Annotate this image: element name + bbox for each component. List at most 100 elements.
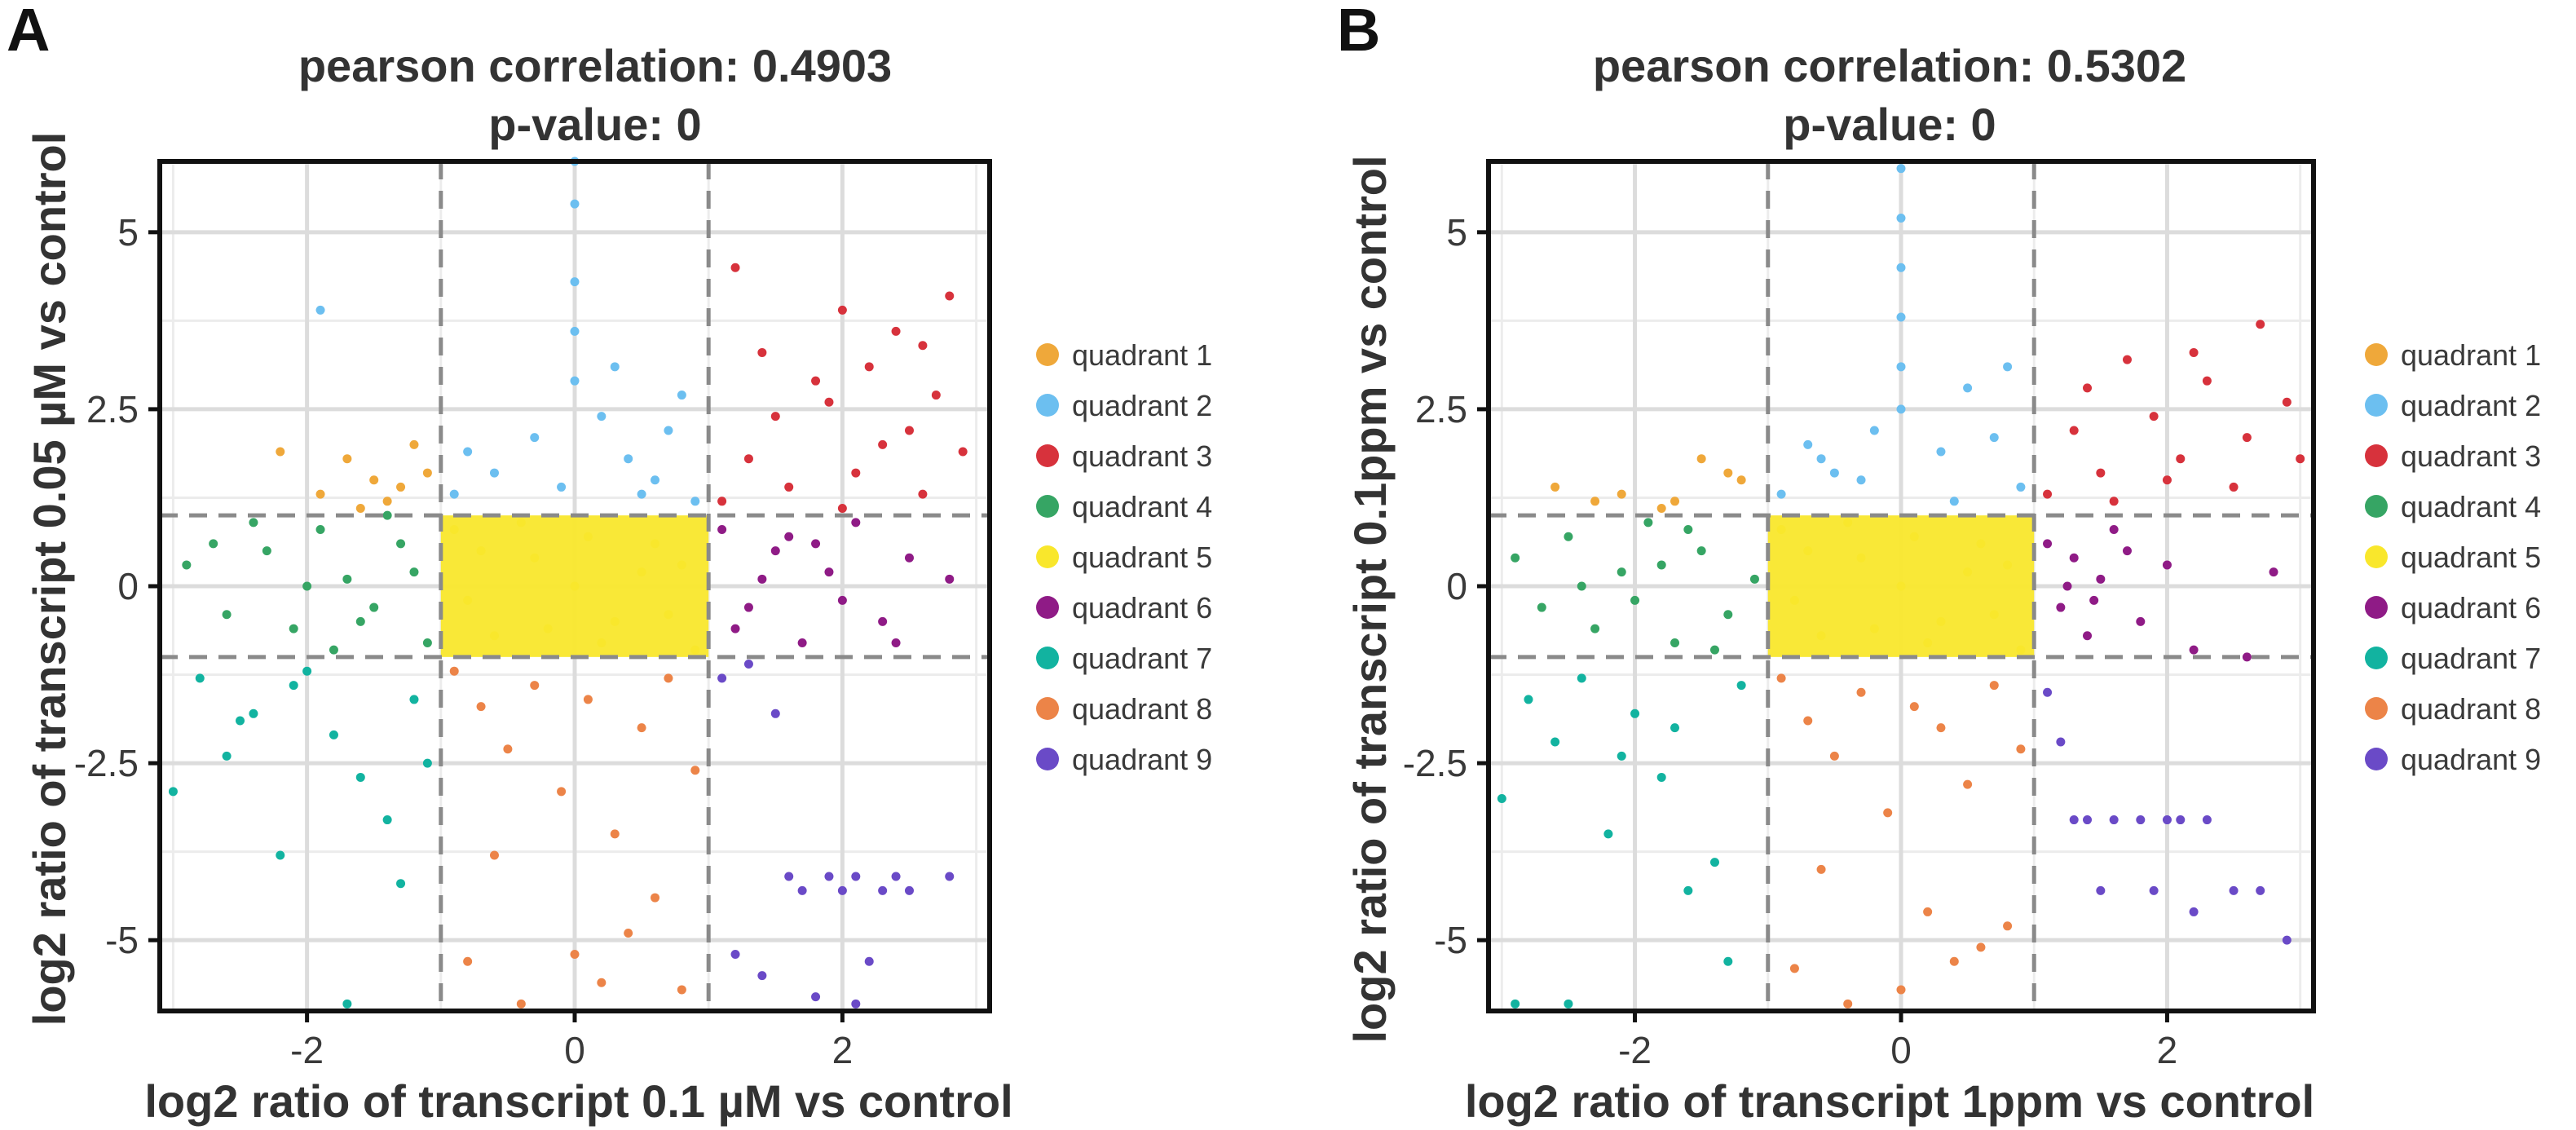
data-point	[2069, 815, 2079, 825]
data-point	[1511, 553, 1520, 563]
data-point	[222, 751, 232, 761]
legend-swatch	[2365, 596, 2388, 619]
data-point	[1617, 567, 1626, 577]
data-point	[1723, 468, 1733, 478]
data-point	[1856, 553, 1866, 563]
data-point	[570, 581, 580, 591]
data-point	[1989, 433, 1999, 443]
data-point	[690, 497, 700, 506]
data-point	[570, 277, 580, 287]
data-point	[2136, 815, 2146, 825]
data-point	[1976, 942, 1986, 952]
data-point	[1776, 525, 1786, 535]
data-point	[2229, 482, 2239, 492]
data-point	[2043, 539, 2053, 549]
data-point	[757, 347, 767, 357]
data-point	[597, 412, 607, 422]
legend-item: quadrant 5	[2365, 541, 2541, 574]
data-point	[837, 305, 847, 315]
legend-swatch	[2365, 444, 2388, 467]
legend-item: quadrant 4	[1036, 490, 1212, 523]
data-point	[1869, 426, 1879, 435]
data-point	[757, 574, 767, 584]
data-point	[2016, 482, 2026, 492]
data-point	[690, 766, 700, 775]
y-tick-label: -5	[1434, 919, 1467, 961]
data-point	[1497, 794, 1506, 803]
data-point	[664, 673, 673, 683]
data-point	[2043, 687, 2053, 697]
chart-title-b: pearson correlation: 0.5302	[1593, 40, 2186, 91]
x-tick-label: 2	[2157, 1029, 2178, 1071]
data-point	[1670, 638, 1680, 647]
data-point	[516, 999, 526, 1009]
data-point	[824, 872, 834, 881]
data-point	[2069, 553, 2079, 563]
data-point	[289, 624, 298, 633]
legend-item: quadrant 7	[1036, 642, 1212, 675]
legend-item: quadrant 8	[1036, 692, 1212, 726]
data-point	[945, 291, 955, 301]
data-point	[1537, 603, 1546, 612]
data-point	[2256, 320, 2265, 329]
data-point	[1963, 383, 1973, 393]
data-point	[409, 695, 419, 704]
legend-item: quadrant 9	[1036, 743, 1212, 776]
data-point	[570, 199, 580, 209]
data-point	[1696, 546, 1706, 556]
data-point	[1856, 475, 1866, 485]
data-point	[236, 716, 245, 726]
legend-item: quadrant 3	[1036, 439, 1212, 473]
data-point	[1816, 631, 1826, 641]
data-point	[2016, 744, 2026, 754]
data-point	[315, 525, 325, 535]
data-point	[1949, 956, 1959, 966]
data-point	[2109, 815, 2119, 825]
data-point	[878, 616, 888, 626]
legend-label: quadrant 5	[2401, 541, 2541, 574]
legend-label: quadrant 4	[1072, 490, 1212, 523]
legend-label: quadrant 5	[1072, 541, 1212, 574]
data-point	[476, 702, 486, 712]
legend-swatch	[1036, 394, 1059, 417]
data-point	[664, 610, 673, 620]
legend-item: quadrant 7	[2365, 642, 2541, 675]
data-point	[1816, 454, 1826, 464]
series-quadrant-1	[1550, 454, 1746, 513]
data-point	[2122, 355, 2132, 364]
data-point	[1963, 567, 1973, 577]
legend-item: quadrant 6	[1036, 591, 1212, 625]
data-point	[770, 546, 780, 556]
data-point	[570, 950, 580, 960]
data-point	[530, 433, 540, 443]
data-point	[1976, 539, 1986, 549]
legend-label: quadrant 3	[2401, 439, 2541, 473]
data-point	[557, 482, 567, 492]
data-point	[1564, 532, 1573, 541]
data-point	[2149, 412, 2159, 422]
data-point	[904, 553, 914, 563]
data-point	[1829, 468, 1839, 478]
y-tick-label: 0	[1446, 565, 1467, 607]
data-point	[677, 391, 686, 400]
legend-swatch	[1036, 343, 1059, 366]
data-point	[677, 985, 686, 995]
data-point	[2096, 574, 2106, 584]
series-quadrant-6	[717, 518, 955, 647]
data-point	[1829, 751, 1839, 761]
data-point	[743, 603, 753, 612]
data-point	[1776, 673, 1786, 683]
series-quadrant-3	[717, 263, 968, 513]
chart-subtitle-a: p-value: 0	[488, 99, 701, 150]
x-tick-label: -2	[290, 1029, 324, 1071]
data-point	[1617, 489, 1626, 499]
data-point	[2282, 935, 2291, 945]
data-point	[1630, 708, 1640, 718]
data-point	[811, 376, 821, 386]
legend-b: quadrant 1 quadrant 2 quadrant 3 quadrant 4…	[2365, 338, 2541, 776]
data-point	[2062, 581, 2072, 591]
data-point	[918, 341, 928, 351]
data-point	[891, 872, 901, 881]
data-point	[342, 454, 352, 464]
data-point	[1843, 518, 1853, 527]
